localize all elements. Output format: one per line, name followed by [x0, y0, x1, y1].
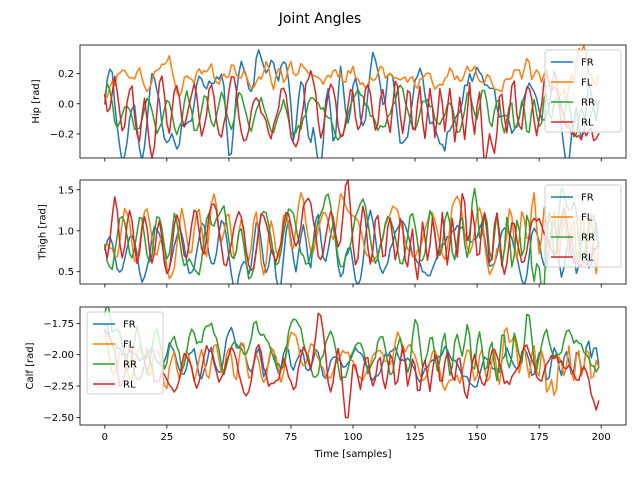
y-tick-label: 1.5	[58, 185, 74, 196]
subplot-panels: −0.2 0.0 0.2 Hip [rad] FR FL RR RL 0.5 1.0 1.5 Thig…	[25, 44, 627, 460]
series-line-rl	[103, 312, 600, 419]
figure-suptitle: Joint Angles	[278, 11, 362, 27]
series-line-fl	[103, 45, 600, 104]
y-axis-label: Calf [rad]	[25, 342, 36, 389]
y-axis-label: Thigh [rad]	[37, 204, 48, 261]
legend-frame	[86, 311, 164, 395]
y-tick-label: 0.2	[58, 69, 74, 80]
legend-label-rl: RL	[581, 253, 594, 264]
y-tick-label: 1.0	[58, 226, 74, 237]
x-axis-label: Time [samples]	[313, 449, 391, 460]
y-tick-label: −2.25	[43, 382, 74, 393]
legend-label-fr: FR	[581, 193, 594, 204]
subplot-2: 0.5 1.0 1.5 Thigh [rad] FR FL RR RL	[37, 179, 627, 288]
subplot-3: 0 25 50 75 100 125 150 175 200 −2.50 −2.25 −2.00 −1.…	[25, 306, 627, 460]
legend-label-fl: FL	[581, 78, 593, 89]
series-line-rl	[103, 69, 600, 158]
legend: FR FL RR RL	[544, 49, 622, 133]
legend-label-rr: RR	[581, 233, 595, 244]
x-tick-label: 175	[530, 432, 549, 443]
series-line-fl	[103, 191, 600, 280]
y-tick-label: −1.75	[43, 319, 74, 330]
legend-label-rr: RR	[123, 360, 137, 371]
y-tick-label: −0.2	[50, 129, 74, 140]
legend: FR FL RR RL	[86, 311, 164, 395]
legend-frame	[544, 184, 622, 268]
x-tick-label: 75	[285, 432, 298, 443]
y-tick-label: 0.5	[58, 267, 74, 278]
x-tick-label: 25	[160, 432, 173, 443]
x-tick-label: 50	[223, 432, 236, 443]
x-tick-label: 100	[343, 432, 362, 443]
x-tick-label: 0	[102, 432, 108, 443]
legend-frame	[544, 49, 622, 133]
x-tick-label: 200	[592, 432, 611, 443]
x-tick-label: 150	[468, 432, 487, 443]
series-group	[103, 307, 600, 419]
legend-label-fr: FR	[123, 320, 136, 331]
legend-label-fl: FL	[581, 213, 593, 224]
series-line-rr	[103, 307, 600, 382]
legend-label-rr: RR	[581, 98, 595, 109]
y-axis-label: Hip [rad]	[31, 79, 42, 123]
subplot-1: −0.2 0.0 0.2 Hip [rad] FR FL RR RL	[31, 44, 627, 162]
legend-label-fl: FL	[123, 340, 135, 351]
legend: FR FL RR RL	[544, 184, 622, 268]
y-tick-label: −2.00	[43, 350, 74, 361]
legend-label-rl: RL	[581, 118, 594, 129]
legend-label-fr: FR	[581, 58, 594, 69]
series-line-fr	[103, 323, 600, 388]
legend-label-rl: RL	[123, 380, 136, 391]
series-line-rl	[103, 180, 600, 281]
series-group	[103, 45, 600, 158]
y-tick-label: −2.50	[43, 413, 74, 424]
series-line-fr	[103, 49, 600, 158]
series-line-rr	[103, 82, 600, 141]
series-group	[103, 180, 600, 284]
x-tick-label: 125	[405, 432, 424, 443]
y-tick-label: 0.0	[58, 99, 74, 110]
